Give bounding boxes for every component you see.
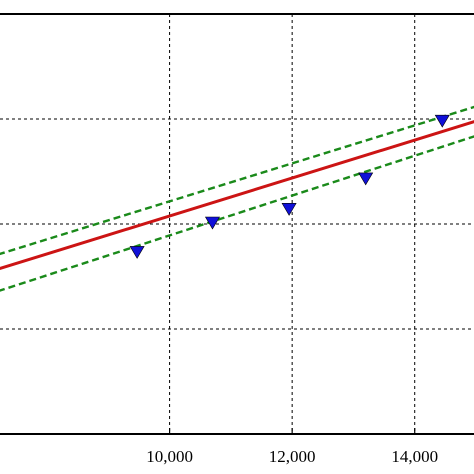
data-point-0 bbox=[129, 246, 145, 259]
x-tick-label-1: 12,000 bbox=[269, 447, 316, 466]
plot-frame bbox=[0, 13, 474, 435]
data-point-1 bbox=[204, 216, 221, 230]
confidence-band-line-2 bbox=[0, 135, 474, 292]
data-point-4 bbox=[434, 114, 450, 128]
data-point-2 bbox=[281, 203, 297, 216]
confidence-band-line-1 bbox=[0, 105, 474, 256]
x-tick-label-2: 14,000 bbox=[391, 447, 438, 466]
series bbox=[0, 105, 474, 292]
fit-line bbox=[0, 120, 474, 271]
grid bbox=[0, 14, 474, 434]
data-point-3 bbox=[358, 172, 374, 186]
x-axis-ticks: 10,000 12,000 14,000 bbox=[146, 428, 438, 466]
x-tick-label-0: 10,000 bbox=[146, 447, 193, 466]
